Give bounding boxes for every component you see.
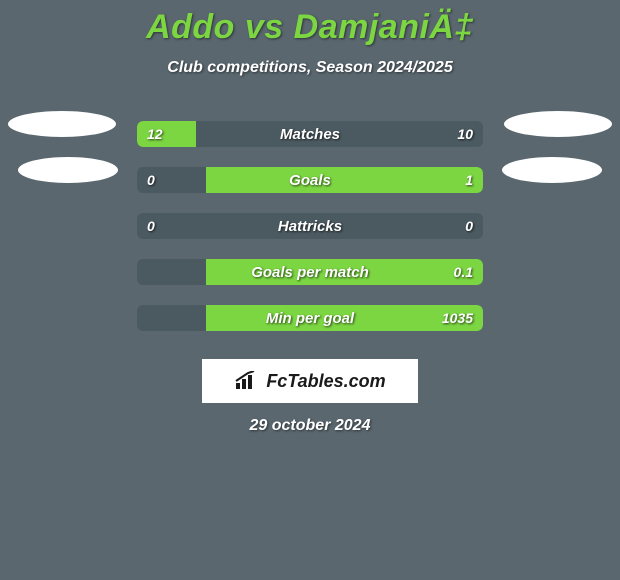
stat-row: 1035 Min per goal (0, 295, 620, 341)
stat-label: Min per goal (137, 305, 483, 331)
logo-text: FcTables.com (266, 371, 385, 392)
bar-chart-icon (234, 371, 260, 391)
stat-row: 0.1 Goals per match (0, 249, 620, 295)
stat-row: 0 1 Goals (0, 157, 620, 203)
stat-bar-track: 0.1 Goals per match (137, 259, 483, 285)
stat-bar-track: 12 10 Matches (137, 121, 483, 147)
stat-row: 12 10 Matches (0, 111, 620, 157)
stat-bar-track: 0 1 Goals (137, 167, 483, 193)
stats-area: 12 10 Matches 0 1 Goals 0 0 Hattricks (0, 111, 620, 341)
subtitle: Club competitions, Season 2024/2025 (0, 59, 620, 77)
date-text: 29 october 2024 (0, 417, 620, 435)
page-title: Addo vs DamjaniÄ‡ (0, 0, 620, 47)
logo-box: FcTables.com (202, 359, 418, 403)
comparison-infographic: Addo vs DamjaniÄ‡ Club competitions, Sea… (0, 0, 620, 580)
stat-bar-track: 0 0 Hattricks (137, 213, 483, 239)
stat-bar-track: 1035 Min per goal (137, 305, 483, 331)
stat-label: Hattricks (137, 213, 483, 239)
stat-label: Goals per match (137, 259, 483, 285)
stat-label: Goals (137, 167, 483, 193)
stat-row: 0 0 Hattricks (0, 203, 620, 249)
stat-label: Matches (137, 121, 483, 147)
